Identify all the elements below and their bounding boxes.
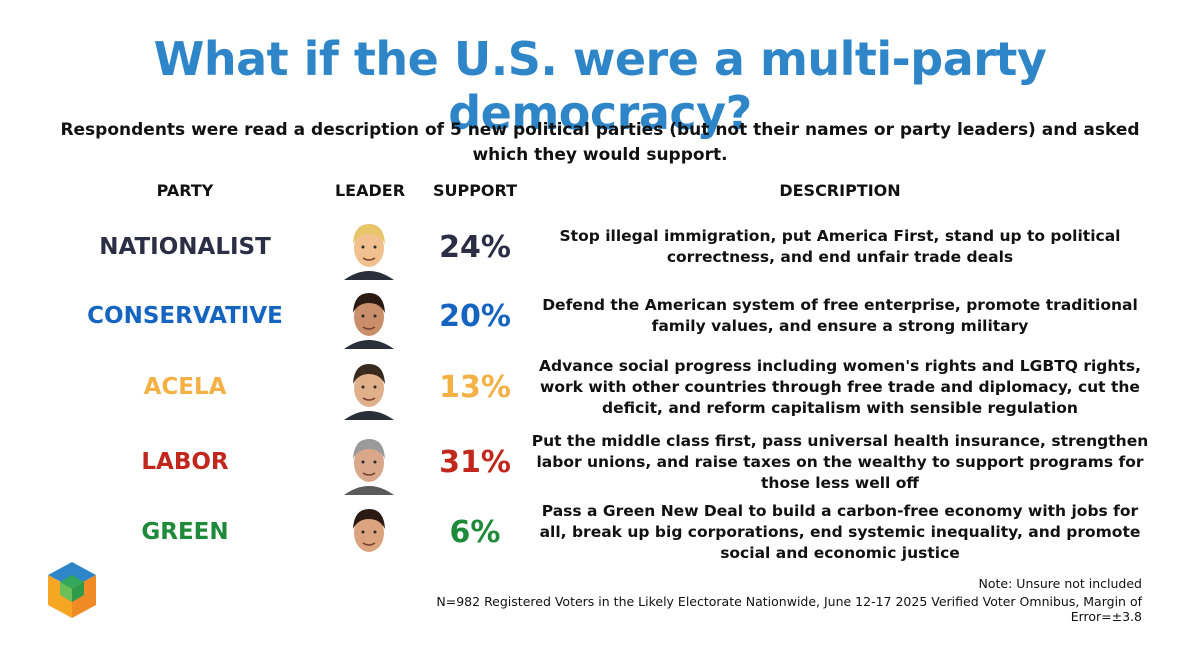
table-row: NATIONALIST 24% Stop illegal immigration, …: [0, 212, 1200, 282]
party-description: Pass a Green New Deal to build a carbon-…: [539, 501, 1141, 562]
footer-note: Note: Unsure not included: [978, 576, 1142, 591]
leader-portrait-icon: [336, 354, 402, 420]
hexagon-cube-logo-icon: [48, 562, 96, 618]
column-header-party: PARTY: [156, 181, 214, 200]
leader-portrait-icon: [336, 499, 402, 565]
party-description: Put the middle class first, pass univers…: [531, 431, 1149, 492]
party-name: LABOR: [141, 449, 229, 475]
support-value: 31%: [439, 444, 511, 480]
column-header-support: SUPPORT: [432, 181, 518, 200]
party-name: GREEN: [141, 519, 229, 545]
support-value: 24%: [439, 229, 511, 265]
page-title: What if the U.S. were a multi-party demo…: [153, 32, 1047, 140]
support-value: 20%: [439, 298, 511, 334]
support-value: 6%: [449, 514, 501, 550]
party-name: NATIONALIST: [99, 234, 271, 260]
table-row: CONSERVATIVE 20% Defend the American syste…: [0, 281, 1200, 351]
support-value: 13%: [439, 369, 511, 405]
footer-source: N=982 Registered Voters in the Likely El…: [436, 594, 1142, 624]
table-row: ACELA 13% Advance social progress includin…: [0, 352, 1200, 422]
party-name: CONSERVATIVE: [87, 303, 283, 329]
table-row: GREEN 6% Pass a Green New Deal to build a …: [0, 497, 1200, 567]
leader-portrait-icon: [336, 283, 402, 349]
table-row: LABOR 31% Put the middle class first, pass…: [0, 427, 1200, 497]
page-subtitle: Respondents were read a description of 5…: [60, 120, 1140, 165]
party-name: ACELA: [143, 374, 227, 400]
column-header-description: DESCRIPTION: [779, 181, 901, 200]
leader-portrait-icon: [336, 429, 402, 495]
party-description: Defend the American system of free enter…: [542, 296, 1138, 335]
column-header-leader: LEADER: [334, 181, 406, 200]
party-description: Stop illegal immigration, put America Fi…: [559, 227, 1121, 266]
party-description: Advance social progress including women'…: [539, 356, 1141, 417]
leader-portrait-icon: [336, 214, 402, 280]
